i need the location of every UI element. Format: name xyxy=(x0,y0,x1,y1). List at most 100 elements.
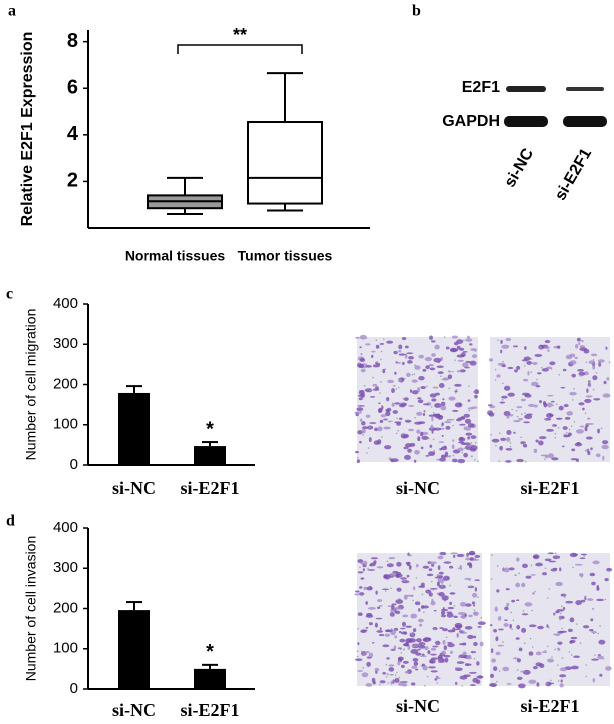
cell xyxy=(546,349,550,352)
cell xyxy=(456,633,459,638)
pore xyxy=(534,590,536,593)
cell xyxy=(366,586,373,591)
cell xyxy=(469,343,473,346)
pore xyxy=(470,442,473,444)
pore xyxy=(477,596,479,598)
cell xyxy=(427,650,431,655)
cell xyxy=(420,446,424,450)
pore xyxy=(599,362,602,364)
cell xyxy=(476,661,480,666)
cell xyxy=(400,631,407,635)
cell xyxy=(415,638,422,643)
cell xyxy=(437,361,440,363)
cell xyxy=(379,419,384,423)
cell xyxy=(389,673,394,676)
cell xyxy=(358,390,365,392)
pore xyxy=(573,387,575,390)
cell xyxy=(447,643,455,648)
cell xyxy=(525,575,532,579)
cell xyxy=(391,633,396,636)
cell xyxy=(489,682,497,687)
cell xyxy=(441,650,446,655)
cell xyxy=(544,558,552,562)
cell xyxy=(386,340,394,344)
pore xyxy=(385,676,388,678)
pore xyxy=(362,666,365,669)
cell xyxy=(570,636,578,640)
cell xyxy=(505,588,510,591)
cell xyxy=(408,428,414,432)
cell xyxy=(468,563,473,569)
cell xyxy=(363,586,368,590)
cell xyxy=(417,436,421,442)
cell xyxy=(440,401,446,407)
cell xyxy=(391,402,395,407)
pore xyxy=(552,404,554,407)
cell xyxy=(503,385,511,391)
pore xyxy=(585,675,587,678)
cell xyxy=(443,645,448,651)
cell xyxy=(496,374,501,378)
cell xyxy=(555,417,563,420)
cell xyxy=(507,392,515,397)
cell xyxy=(597,655,604,660)
y-tick-label: 4 xyxy=(67,123,79,145)
cell xyxy=(434,344,440,350)
pore xyxy=(550,679,552,682)
pore xyxy=(524,642,526,644)
cell xyxy=(387,420,393,423)
cell xyxy=(430,600,436,606)
pore xyxy=(494,379,497,381)
cell xyxy=(377,426,383,432)
cell xyxy=(418,608,421,612)
cell xyxy=(589,572,596,577)
pore xyxy=(592,359,595,361)
cell xyxy=(377,606,381,609)
cell xyxy=(521,582,526,588)
significance: * xyxy=(206,641,214,663)
cell xyxy=(468,550,476,556)
cell xyxy=(377,439,382,445)
cell xyxy=(434,392,440,396)
cell xyxy=(539,399,542,404)
cell xyxy=(406,352,414,355)
cell xyxy=(470,455,473,458)
image-label: si-E2F1 xyxy=(520,478,579,498)
cell xyxy=(538,440,544,446)
pore xyxy=(432,438,435,441)
cell xyxy=(368,622,373,626)
cell xyxy=(451,409,459,412)
pore xyxy=(425,668,427,671)
cell xyxy=(522,443,528,448)
cell xyxy=(459,423,466,426)
cell xyxy=(413,459,417,463)
cell xyxy=(453,554,456,558)
cell xyxy=(467,407,474,410)
pore xyxy=(546,597,549,599)
cell xyxy=(521,613,529,616)
band-label: GAPDH xyxy=(442,113,500,130)
lane-label: si-E2F1 xyxy=(552,146,595,204)
cell xyxy=(521,563,528,569)
cell xyxy=(360,353,363,355)
cell xyxy=(415,668,419,671)
cell xyxy=(499,445,503,451)
pore xyxy=(392,680,394,682)
cell xyxy=(604,577,609,582)
cell xyxy=(477,675,483,679)
cell xyxy=(365,629,368,632)
pore xyxy=(496,565,499,567)
cell xyxy=(360,392,366,398)
cell xyxy=(430,653,437,656)
cell xyxy=(454,402,463,408)
cell xyxy=(466,654,472,658)
cell xyxy=(550,400,555,403)
cell xyxy=(358,397,363,401)
pore xyxy=(502,382,504,385)
cell xyxy=(548,414,554,417)
pore xyxy=(572,566,574,569)
pore xyxy=(411,373,414,376)
cell xyxy=(503,410,511,417)
cell xyxy=(602,455,605,461)
cell xyxy=(402,397,406,400)
